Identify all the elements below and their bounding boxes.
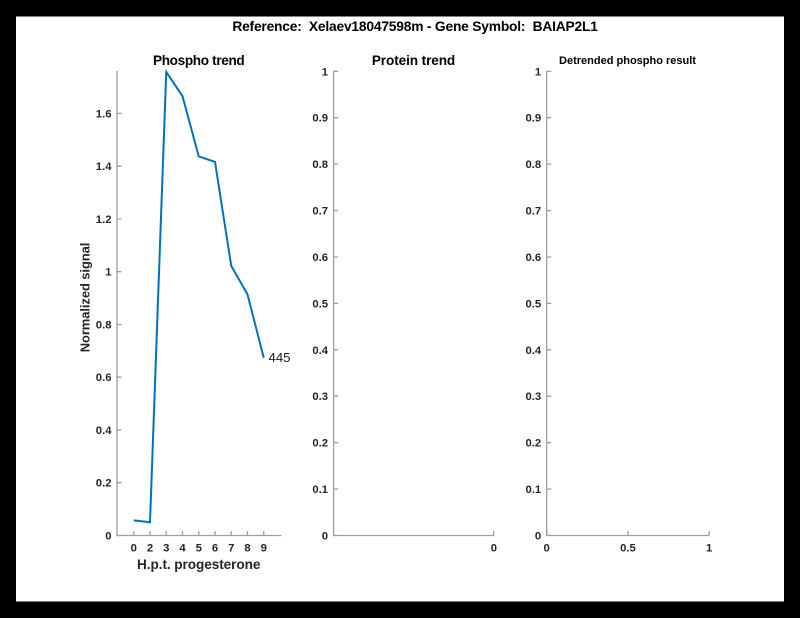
svg-text:0: 0 (131, 542, 137, 554)
svg-text:H.p.t. progesterone: H.p.t. progesterone (137, 557, 261, 572)
svg-text:Normalized signal: Normalized signal (78, 243, 93, 353)
svg-text:0.9: 0.9 (312, 113, 328, 125)
svg-text:5: 5 (196, 542, 202, 554)
svg-text:0.2: 0.2 (312, 438, 328, 450)
svg-text:6: 6 (212, 542, 218, 554)
svg-text:0.7: 0.7 (525, 206, 541, 218)
svg-text:0.2: 0.2 (525, 438, 541, 450)
svg-text:0.4: 0.4 (312, 345, 328, 357)
svg-text:0.7: 0.7 (312, 206, 328, 218)
svg-text:0.6: 0.6 (525, 252, 541, 264)
svg-text:0: 0 (535, 531, 541, 543)
svg-text:1: 1 (105, 267, 111, 279)
svg-text:0.2: 0.2 (96, 478, 112, 490)
svg-text:0.6: 0.6 (96, 372, 112, 384)
svg-text:1: 1 (322, 66, 328, 78)
svg-text:0.9: 0.9 (525, 113, 541, 125)
svg-text:1.2: 1.2 (96, 214, 112, 226)
svg-text:1.6: 1.6 (96, 108, 112, 120)
svg-text:0.5: 0.5 (312, 298, 328, 310)
svg-text:7: 7 (228, 542, 234, 554)
svg-text:445: 445 (269, 350, 291, 365)
svg-text:3: 3 (163, 542, 169, 554)
svg-text:Detrended phospho result: Detrended phospho result (559, 55, 696, 67)
svg-text:0.1: 0.1 (312, 484, 328, 496)
svg-text:0.3: 0.3 (312, 391, 328, 403)
svg-text:0: 0 (322, 531, 328, 543)
svg-text:9: 9 (261, 542, 267, 554)
svg-text:Phospho trend: Phospho trend (153, 53, 244, 68)
svg-text:4: 4 (179, 542, 186, 554)
svg-text:0.4: 0.4 (96, 425, 112, 437)
svg-text:1: 1 (706, 542, 712, 554)
svg-text:Reference: Xelaev18047598m -: Reference: Xelaev18047598m - Gene Symbol… (232, 19, 598, 34)
svg-text:0.5: 0.5 (620, 542, 636, 554)
svg-text:0: 0 (544, 542, 550, 554)
svg-text:0.1: 0.1 (525, 484, 541, 496)
svg-text:0: 0 (105, 531, 111, 543)
svg-text:0.3: 0.3 (525, 391, 541, 403)
svg-text:0.8: 0.8 (312, 159, 328, 171)
svg-text:8: 8 (244, 542, 250, 554)
svg-text:2: 2 (147, 542, 153, 554)
svg-text:0.4: 0.4 (525, 345, 541, 357)
svg-text:Protein trend: Protein trend (372, 53, 455, 68)
svg-text:0.8: 0.8 (96, 320, 112, 332)
svg-text:0.8: 0.8 (525, 159, 541, 171)
svg-text:1.4: 1.4 (96, 161, 112, 173)
svg-text:0: 0 (491, 542, 497, 554)
svg-text:0.6: 0.6 (312, 252, 328, 264)
svg-text:1: 1 (535, 66, 541, 78)
svg-text:0.5: 0.5 (525, 298, 541, 310)
